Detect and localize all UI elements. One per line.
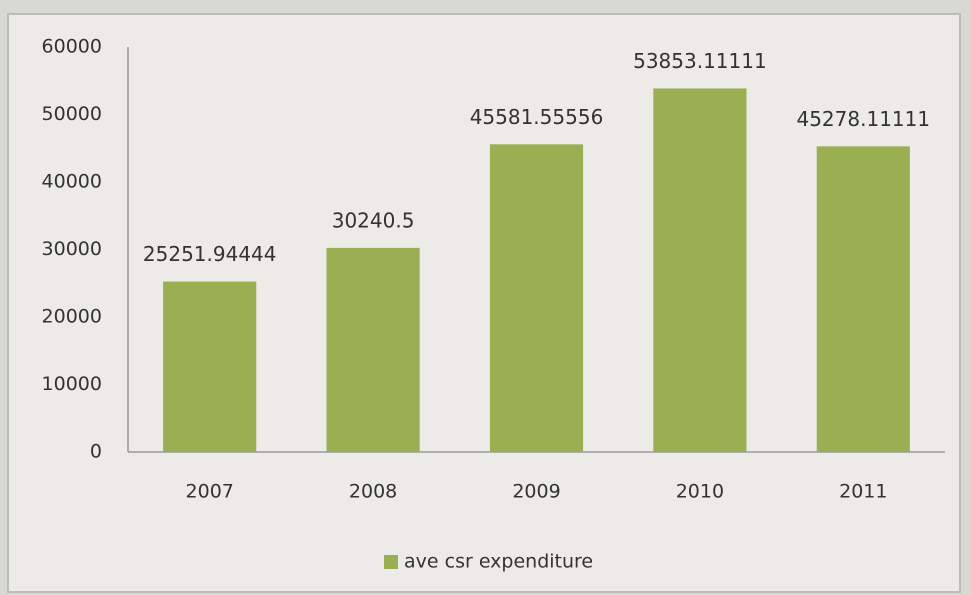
bar [326,247,420,452]
y-tick-label: 40000 [42,171,102,193]
y-tick-label: 50000 [42,103,102,125]
value-label: 30240.5 [332,208,415,232]
y-tick-label: 20000 [42,306,102,328]
y-tick-label: 0 [90,441,102,463]
value-label: 25251.94444 [143,242,277,266]
bar [816,146,910,453]
y-tick-label: 10000 [42,373,102,395]
value-label: 53853.11111 [633,49,767,73]
x-tick-label: 2011 [839,481,887,503]
value-label: 45581.55556 [470,105,604,129]
value-label: 45278.11111 [796,107,930,131]
legend-label: ave csr expenditure [404,551,593,573]
bar [653,88,747,452]
bar [163,281,257,452]
x-tick-label: 2010 [676,481,724,503]
y-tick-label: 30000 [42,238,102,260]
x-tick-label: 2009 [512,481,560,503]
x-tick-label: 2008 [349,481,397,503]
y-tick-label: 60000 [42,36,102,58]
legend-swatch [384,555,398,569]
bar [489,144,584,452]
x-tick-label: 2007 [186,481,234,503]
